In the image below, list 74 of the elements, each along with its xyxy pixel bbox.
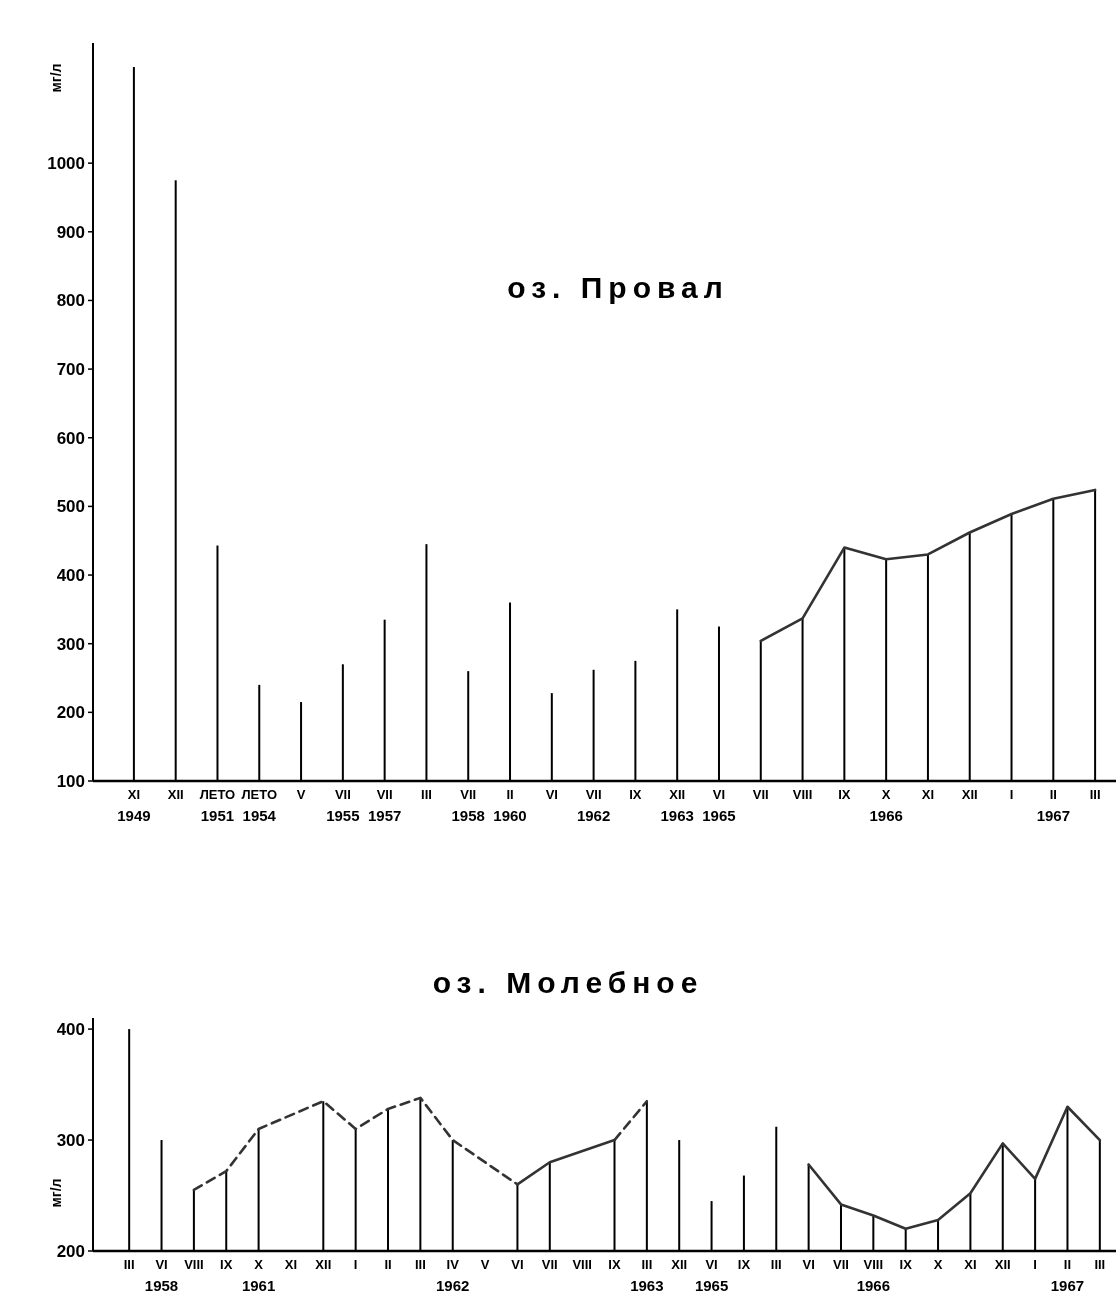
- y-tick-label: 300: [56, 1131, 85, 1150]
- x-tick-label: ЛЕТО 1951: [199, 787, 236, 824]
- x-tick-label: III: [421, 787, 432, 802]
- x-tick-label: III 1963: [630, 1257, 664, 1294]
- y-tick-label: 100: [56, 771, 85, 791]
- x-tick-label: VI 1965: [702, 787, 736, 824]
- x-tick-label: I: [353, 1257, 358, 1272]
- y-tick-label: 400: [56, 566, 85, 585]
- y-tick-label: 200: [56, 1241, 85, 1261]
- x-tick-label: III: [1094, 1257, 1106, 1272]
- y-tick-label: 300: [56, 634, 85, 654]
- x-tick-label: IX: [220, 1257, 233, 1272]
- x-tick-label: VIII: [572, 1257, 592, 1272]
- x-tick-label: VIII 1966: [856, 1257, 891, 1294]
- x-tick-label: II: [384, 1257, 392, 1272]
- x-tick-label: ЛЕТО 1954: [241, 787, 278, 824]
- x-tick-label: XII 1963: [660, 787, 694, 824]
- x-tick-label: VI 1958: [144, 1257, 179, 1294]
- x-tick-label: II 1967: [1036, 787, 1070, 824]
- x-tick-label: II 1967: [1050, 1257, 1085, 1294]
- chart-title: оз. Молебное: [432, 966, 704, 999]
- line-series: [807, 1105, 1102, 1231]
- x-tick-label: VI: [511, 1257, 524, 1272]
- x-tick-label: I: [1009, 787, 1014, 802]
- x-tick-label: XII: [315, 1257, 332, 1272]
- x-tick-label: XI 1949: [117, 787, 151, 824]
- x-tick-label: XII: [994, 1257, 1011, 1272]
- y-axis-title: мг/л: [48, 1178, 64, 1208]
- y-tick-label: 600: [56, 428, 85, 448]
- y-tick-label: 800: [56, 291, 85, 311]
- y-tick-label: 200: [56, 703, 85, 723]
- x-tick-label: III: [123, 1257, 135, 1272]
- x-tick-label: VII 1957: [367, 787, 402, 824]
- x-tick-label: IX: [899, 1257, 913, 1272]
- x-tick-label: VIII: [792, 787, 813, 802]
- x-tick-label: III: [770, 1257, 782, 1272]
- x-tick-label: IV 1962: [436, 1257, 470, 1294]
- x-tick-label: XII: [961, 787, 978, 802]
- x-tick-label: VII: [541, 1257, 558, 1272]
- x-tick-label: V: [480, 1257, 490, 1272]
- x-tick-label: IX: [629, 787, 642, 802]
- x-tick-label: XII: [167, 787, 184, 802]
- x-tick-label: VII 1962: [576, 787, 611, 824]
- y-tick-label: 700: [56, 360, 85, 380]
- y-tick-label: 1000: [47, 154, 85, 174]
- y-tick-label: 400: [56, 1020, 85, 1040]
- x-tick-label: VI 1965: [694, 1257, 729, 1294]
- x-tick-label: VII 1958: [451, 787, 485, 824]
- x-tick-label: III: [414, 1257, 426, 1272]
- x-tick-label: VI: [802, 1257, 815, 1272]
- x-tick-label: IX: [737, 1257, 751, 1272]
- x-tick-label: XI: [284, 1257, 298, 1272]
- y-tick-label: 900: [56, 222, 85, 242]
- x-tick-label: V: [296, 787, 306, 802]
- x-tick-label: III: [1089, 787, 1101, 802]
- x-tick-label: VI: [545, 787, 558, 802]
- x-tick-label: X 1961: [241, 1257, 276, 1294]
- x-tick-label: X 1966: [869, 787, 903, 824]
- line-series: [759, 488, 1097, 643]
- y-axis-title: мг/л: [48, 63, 64, 93]
- y-tick-label: 500: [56, 497, 85, 517]
- x-tick-label: XII: [671, 1257, 688, 1272]
- text: оз. Провал: [507, 271, 729, 304]
- x-tick-label: VII 1955: [326, 787, 360, 824]
- x-tick-label: XI: [964, 1257, 977, 1272]
- x-tick-label: IX: [608, 1257, 621, 1272]
- x-tick-label: VII: [752, 787, 769, 802]
- x-tick-label: XI: [921, 787, 935, 802]
- x-tick-label: VII: [833, 1257, 849, 1272]
- x-tick-label: II 1960: [493, 787, 527, 824]
- x-tick-label: X: [933, 1257, 943, 1272]
- x-tick-label: VIII: [184, 1257, 204, 1272]
- x-tick-label: I: [1033, 1257, 1037, 1272]
- x-tick-label: IX: [838, 787, 851, 802]
